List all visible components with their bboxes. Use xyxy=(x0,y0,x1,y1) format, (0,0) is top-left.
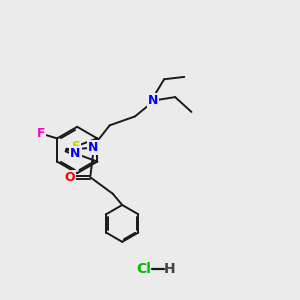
Text: O: O xyxy=(64,171,75,184)
Text: F: F xyxy=(37,127,45,140)
Text: N: N xyxy=(148,94,158,106)
Text: Cl: Cl xyxy=(136,262,152,276)
Text: H: H xyxy=(164,262,175,276)
Text: S: S xyxy=(71,140,80,153)
Text: N: N xyxy=(88,141,99,154)
Text: N: N xyxy=(70,147,81,160)
